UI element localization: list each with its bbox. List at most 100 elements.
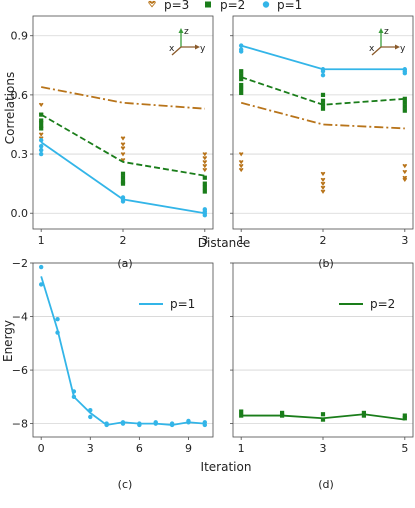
ylabel-energy: Energy (1, 320, 15, 362)
axis-z-label: z (384, 27, 389, 37)
data-point-p1 (320, 69, 326, 74)
data-point-p2 (361, 413, 367, 418)
axis-z-label: z (184, 27, 189, 37)
x-tick-label: 2 (120, 234, 127, 247)
legend-marker-p1 (262, 1, 270, 8)
legend-label-p1: p=1 (170, 297, 195, 311)
data-point-p2 (239, 413, 244, 418)
data-point-p1 (238, 49, 244, 54)
data-point-p2 (320, 92, 326, 97)
data-point-p3 (38, 132, 44, 137)
data-point-p2 (202, 181, 207, 186)
legend-d: p=2 (339, 297, 395, 311)
series-line-p3 (41, 86, 205, 110)
data-point-p2 (402, 100, 407, 105)
data-point-p3 (38, 102, 44, 108)
axis-z-arrowhead (178, 28, 184, 33)
axis-x-arrow (171, 46, 182, 56)
data-point-p3 (120, 152, 126, 157)
y-tick-label: −4 (12, 311, 28, 324)
data-point-p3 (402, 164, 408, 169)
data-point-p2 (402, 104, 407, 109)
data-point-p3 (402, 175, 408, 181)
y-tick-label: −8 (12, 418, 28, 431)
y-tick-label: 0.6 (11, 89, 29, 102)
axis-z-arrowhead (378, 28, 384, 33)
data-point-p2 (361, 410, 367, 416)
data-point-p3 (238, 167, 244, 173)
data-point-p1 (137, 422, 142, 428)
data-point-p2 (239, 409, 244, 414)
legend-label-p1: p=1 (277, 0, 302, 12)
data-point-p2 (320, 102, 326, 107)
data-point-p2 (202, 175, 207, 180)
data-point-p3 (402, 169, 408, 175)
data-point-p3 (202, 152, 208, 157)
data-point-p3 (202, 167, 208, 173)
data-point-p2 (239, 86, 244, 92)
axis-y-label: y (200, 44, 206, 54)
data-point-p2 (239, 82, 244, 88)
data-point-p2 (39, 112, 44, 117)
data-point-p3 (320, 185, 326, 190)
data-point-p2 (239, 77, 244, 82)
series-line-p2 (40, 113, 205, 177)
panel-label-d: (d) (318, 478, 334, 491)
legend-entry-p2: p=2 (205, 0, 245, 12)
y-tick-label: −2 (12, 257, 28, 270)
y-tick-label: 0.9 (11, 30, 29, 43)
data-point-p1 (202, 420, 208, 425)
x-tick-label: 1 (238, 442, 245, 455)
data-point-p1 (38, 282, 44, 287)
data-point-p1 (104, 422, 109, 428)
data-point-p1 (38, 138, 44, 143)
data-point-p2 (202, 189, 207, 194)
data-point-p2 (239, 90, 244, 96)
ylabel-correlations: Correlations (3, 72, 17, 144)
x-tick-label: 3 (320, 442, 327, 455)
data-point-p2 (279, 413, 285, 418)
axes-frame (232, 15, 414, 230)
y-tick-label: −6 (12, 364, 28, 377)
axis-y-label: y (400, 44, 406, 54)
legend-entry-p3: p=3 (148, 0, 189, 12)
data-point-p1 (38, 143, 44, 149)
axes-orientation-icon-b: zx y (369, 27, 406, 56)
data-point-p3 (120, 158, 126, 163)
data-point-p3 (238, 164, 244, 169)
series-line-p1 (240, 44, 405, 71)
data-point-p3 (238, 152, 244, 157)
data-point-p3 (202, 160, 208, 165)
data-point-p1 (88, 408, 93, 413)
data-point-p1 (55, 330, 60, 335)
data-point-p2 (120, 175, 126, 180)
data-point-p1 (55, 317, 60, 322)
data-point-p2 (39, 118, 44, 123)
y-tick-label: 0.0 (11, 207, 29, 220)
data-point-p2 (202, 185, 207, 190)
data-point-p2 (320, 417, 326, 422)
legend-marker-p2 (205, 1, 211, 8)
data-point-p3 (320, 171, 326, 177)
data-point-p1 (71, 389, 77, 394)
data-point-p2 (402, 413, 407, 418)
data-point-p1 (186, 418, 191, 424)
x-tick-label: 3 (201, 234, 208, 247)
legend-label-p2: p=2 (370, 297, 395, 311)
data-point-p2 (120, 171, 126, 176)
x-tick-label: 2 (320, 234, 327, 247)
x-tick-label: 5 (401, 442, 408, 455)
axes-frame (32, 262, 214, 438)
axes-orientation-icon-a: zx y (169, 27, 206, 56)
data-point-p3 (402, 177, 408, 182)
panel-c: −8 −6 −4 −2 0 3 6 9 p=1 (12, 257, 214, 455)
data-point-p1 (38, 151, 44, 157)
panel-a: 0.0 0.3 0.6 0.9 1 2 3 zx y (11, 15, 214, 247)
data-point-p3 (120, 146, 126, 151)
data-point-p3 (320, 181, 326, 186)
x-tick-label: 9 (185, 442, 192, 455)
data-point-p3 (320, 189, 326, 194)
data-point-p1 (402, 70, 408, 76)
x-tick-label: 6 (136, 442, 143, 455)
